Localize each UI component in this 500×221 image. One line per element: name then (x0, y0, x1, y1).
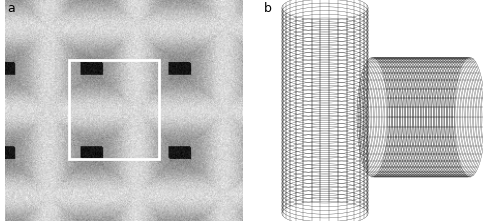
Bar (69, 60, 160, 159)
Text: b: b (264, 2, 272, 15)
Text: a: a (8, 2, 15, 15)
